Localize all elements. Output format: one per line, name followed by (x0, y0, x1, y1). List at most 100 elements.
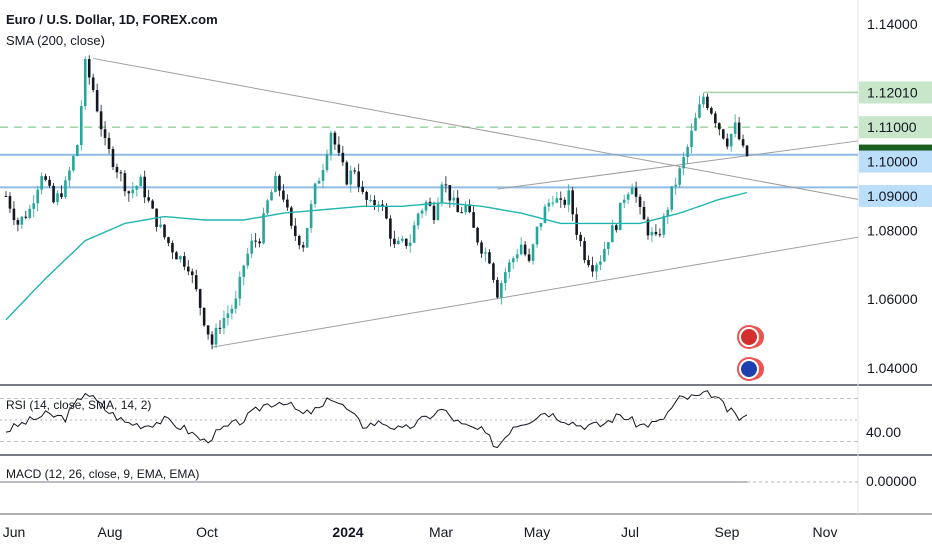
candle-body (638, 196, 642, 207)
candle-body (353, 170, 357, 172)
candle-body (309, 204, 313, 229)
candle-body (325, 154, 329, 171)
candle-body (741, 139, 745, 146)
candle-body (488, 252, 491, 264)
candles (4, 55, 749, 350)
candle-body (436, 202, 440, 220)
candle-body (686, 146, 689, 158)
candle-body (321, 170, 325, 181)
candle-body (662, 215, 666, 235)
eu-flag-icon[interactable] (737, 357, 764, 381)
candle-body (733, 122, 737, 134)
candle-body (452, 197, 456, 201)
us-flag-icon[interactable] (737, 325, 764, 349)
candle-body (361, 186, 364, 192)
sma-line (5, 191, 748, 321)
candle-body (571, 190, 574, 215)
candle-body (611, 225, 614, 243)
price-axis[interactable]: 1.120101.110001.101741.100001.090001.080… (859, 16, 932, 489)
rsi-line (5, 390, 748, 449)
candle-body (575, 214, 578, 235)
candle-body (357, 171, 360, 187)
candle-body (527, 254, 531, 261)
candle-body (420, 210, 424, 214)
candle-body (725, 138, 729, 147)
candle-body (658, 234, 662, 236)
candle-body (555, 198, 559, 203)
candle-body (500, 283, 503, 298)
event-icons[interactable] (737, 325, 764, 381)
candle-body (373, 199, 376, 206)
price-label: 1.08000 (867, 222, 918, 238)
candle-body (563, 199, 567, 205)
macd-axis-label: 0.00000 (866, 473, 917, 489)
candle-body (745, 145, 749, 156)
candle-body (718, 123, 721, 130)
candle-body (79, 106, 83, 146)
candle-body (317, 180, 321, 184)
candle-body (278, 175, 281, 191)
time-label: Mar (429, 524, 453, 540)
candle-body (186, 266, 190, 272)
candle-body (329, 132, 333, 155)
price-label: 1.06000 (867, 291, 918, 307)
price-label: 1.14000 (867, 16, 918, 32)
candle-body (36, 189, 40, 204)
candle-body (345, 162, 349, 185)
candle-body (381, 204, 384, 207)
time-axis[interactable]: Jun Aug Oct 2024 Mar May Jul Sep Nov (3, 524, 838, 540)
candle-body (539, 222, 543, 227)
candle-body (579, 234, 582, 242)
candle-body (710, 107, 713, 114)
price-label-bg (859, 81, 932, 104)
time-label: 2024 (332, 524, 363, 540)
candle-body (341, 152, 345, 163)
candle-body (599, 261, 602, 265)
candle-body (262, 213, 265, 244)
candle-body (682, 157, 685, 169)
time-label: Jun (3, 524, 26, 540)
candle-body (626, 194, 630, 200)
candle-body (234, 298, 238, 309)
candle-body (305, 228, 309, 248)
candle-body (444, 184, 448, 186)
candle-body (543, 206, 547, 223)
price-label-bg (859, 150, 932, 173)
candle-body (654, 231, 658, 235)
chart-grid (0, 0, 932, 515)
candle-body (282, 190, 285, 200)
sma-legend: SMA (200, close) (6, 33, 105, 48)
candle-body (650, 231, 654, 236)
candle-body (404, 238, 408, 246)
candle-body (242, 265, 246, 277)
candle-body (135, 186, 139, 190)
candle-body (293, 225, 297, 237)
candle-body (167, 237, 170, 244)
candle-body (48, 179, 51, 186)
candle-body (103, 129, 107, 138)
candle-body (706, 96, 709, 108)
candle-body (618, 202, 622, 231)
candle-body (87, 59, 91, 78)
candle-body (587, 259, 590, 266)
candle-body (583, 241, 586, 260)
candle-body (115, 166, 119, 173)
candle-body (492, 263, 495, 280)
candle-body (147, 197, 150, 201)
candle-body (714, 113, 717, 124)
candle-body (151, 200, 154, 209)
candle-body (595, 264, 598, 272)
trendline (93, 57, 859, 200)
candle-body (270, 192, 273, 201)
candle-body (83, 59, 87, 107)
rsi-axis-label: 40.00 (866, 424, 901, 440)
candle-body (690, 130, 693, 147)
candle-body (365, 191, 368, 200)
candle-body (143, 176, 146, 198)
candle-body (551, 202, 555, 204)
chart-title: Euro / U.S. Dollar, 1D, FOREX.com (6, 12, 218, 27)
candle-body (614, 225, 618, 231)
rsi-pane (0, 390, 858, 449)
candle-body (40, 176, 43, 190)
